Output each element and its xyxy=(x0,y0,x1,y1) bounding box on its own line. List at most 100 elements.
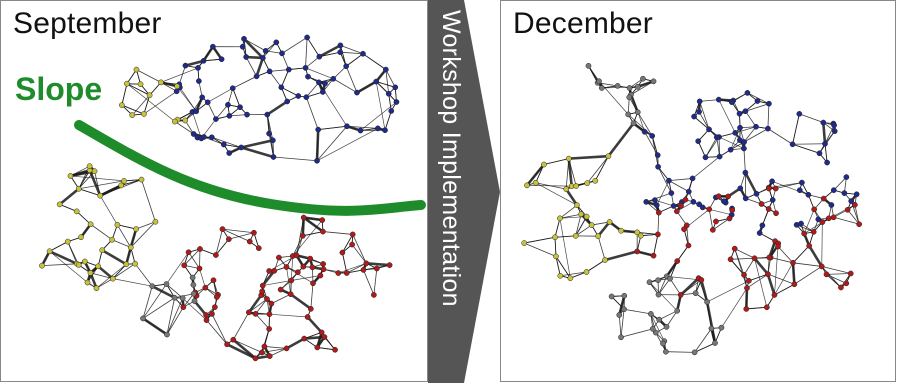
network-node xyxy=(267,69,272,74)
network-node xyxy=(181,305,186,310)
network-node xyxy=(240,44,245,49)
network-node xyxy=(585,181,590,186)
network-node xyxy=(317,54,322,59)
network-node xyxy=(221,142,226,147)
network-node xyxy=(655,164,660,169)
network-node xyxy=(244,112,249,117)
network-node xyxy=(716,97,721,102)
network-node xyxy=(541,162,546,167)
network-node xyxy=(713,219,718,224)
network-node xyxy=(741,146,746,151)
network-node xyxy=(574,183,579,188)
network-node xyxy=(671,203,676,208)
network-node xyxy=(256,246,261,251)
network-node xyxy=(644,199,649,204)
slope-curve xyxy=(79,125,421,211)
network-node xyxy=(831,123,836,128)
network-node xyxy=(147,93,152,98)
network-node xyxy=(192,298,197,303)
network-node xyxy=(842,191,847,196)
network-node xyxy=(247,239,252,244)
network-node xyxy=(790,260,795,265)
network-node xyxy=(304,95,309,100)
network-node xyxy=(294,253,299,258)
network-node xyxy=(320,229,325,234)
network-node xyxy=(314,158,319,163)
network-node xyxy=(652,198,657,203)
network-node xyxy=(699,277,704,282)
network-node xyxy=(308,256,313,261)
network-node xyxy=(553,254,558,259)
network-node xyxy=(210,44,215,49)
network-node xyxy=(714,135,719,140)
network-node xyxy=(260,289,265,294)
network-node xyxy=(829,202,834,207)
network-node xyxy=(322,334,327,339)
network-node xyxy=(848,271,853,276)
network-node xyxy=(267,312,272,317)
network-node xyxy=(844,281,849,286)
network-node xyxy=(338,43,343,48)
network-node xyxy=(350,242,355,247)
network-node xyxy=(726,194,731,199)
network-node xyxy=(647,280,652,285)
network-node xyxy=(180,296,185,301)
network-node xyxy=(205,100,210,105)
network-node xyxy=(172,119,177,124)
network-node xyxy=(775,244,780,249)
network-node xyxy=(686,243,691,248)
network-node xyxy=(204,318,209,323)
network-node xyxy=(831,215,836,220)
network-node xyxy=(799,180,804,185)
network-node xyxy=(266,131,271,136)
network-node xyxy=(227,150,232,155)
network-node xyxy=(124,81,129,86)
network-node xyxy=(191,131,196,136)
network-node xyxy=(717,154,722,159)
network-node xyxy=(315,345,320,350)
network-panel-september: September Slope xyxy=(0,0,428,382)
network-node xyxy=(262,344,267,349)
network-node xyxy=(305,314,310,319)
network-node xyxy=(288,292,293,297)
network-node xyxy=(826,216,831,221)
network-node xyxy=(164,332,169,337)
network-node xyxy=(150,284,155,289)
network-node xyxy=(696,109,701,114)
network-node xyxy=(164,281,169,286)
network-node xyxy=(656,210,661,215)
network-node xyxy=(635,84,640,89)
network-node xyxy=(203,312,208,317)
network-node xyxy=(656,292,661,297)
network-node xyxy=(263,48,268,53)
network-node xyxy=(196,78,201,83)
network-node xyxy=(766,206,771,211)
network-node xyxy=(296,93,301,98)
network-node xyxy=(743,196,748,201)
network-node xyxy=(667,276,672,281)
network-node xyxy=(191,282,196,287)
network-node xyxy=(74,209,79,214)
network-node xyxy=(857,222,862,227)
network-node xyxy=(697,99,702,104)
network-node xyxy=(310,265,315,270)
network-node xyxy=(124,262,129,267)
network-node xyxy=(394,99,399,104)
network-node xyxy=(128,245,133,250)
network-node xyxy=(819,264,824,269)
network-node xyxy=(844,174,849,179)
network-node xyxy=(635,230,640,235)
network-node xyxy=(190,275,195,280)
network-node xyxy=(286,67,291,72)
network-node xyxy=(686,189,691,194)
network-node xyxy=(807,243,812,248)
network-node xyxy=(139,177,144,182)
network-node xyxy=(824,272,829,277)
network-node xyxy=(602,257,607,262)
network-node xyxy=(194,109,199,114)
network-node xyxy=(39,263,44,268)
network-node xyxy=(226,237,231,242)
network-node xyxy=(663,349,668,354)
network-node xyxy=(191,291,196,296)
network-node xyxy=(703,155,708,160)
